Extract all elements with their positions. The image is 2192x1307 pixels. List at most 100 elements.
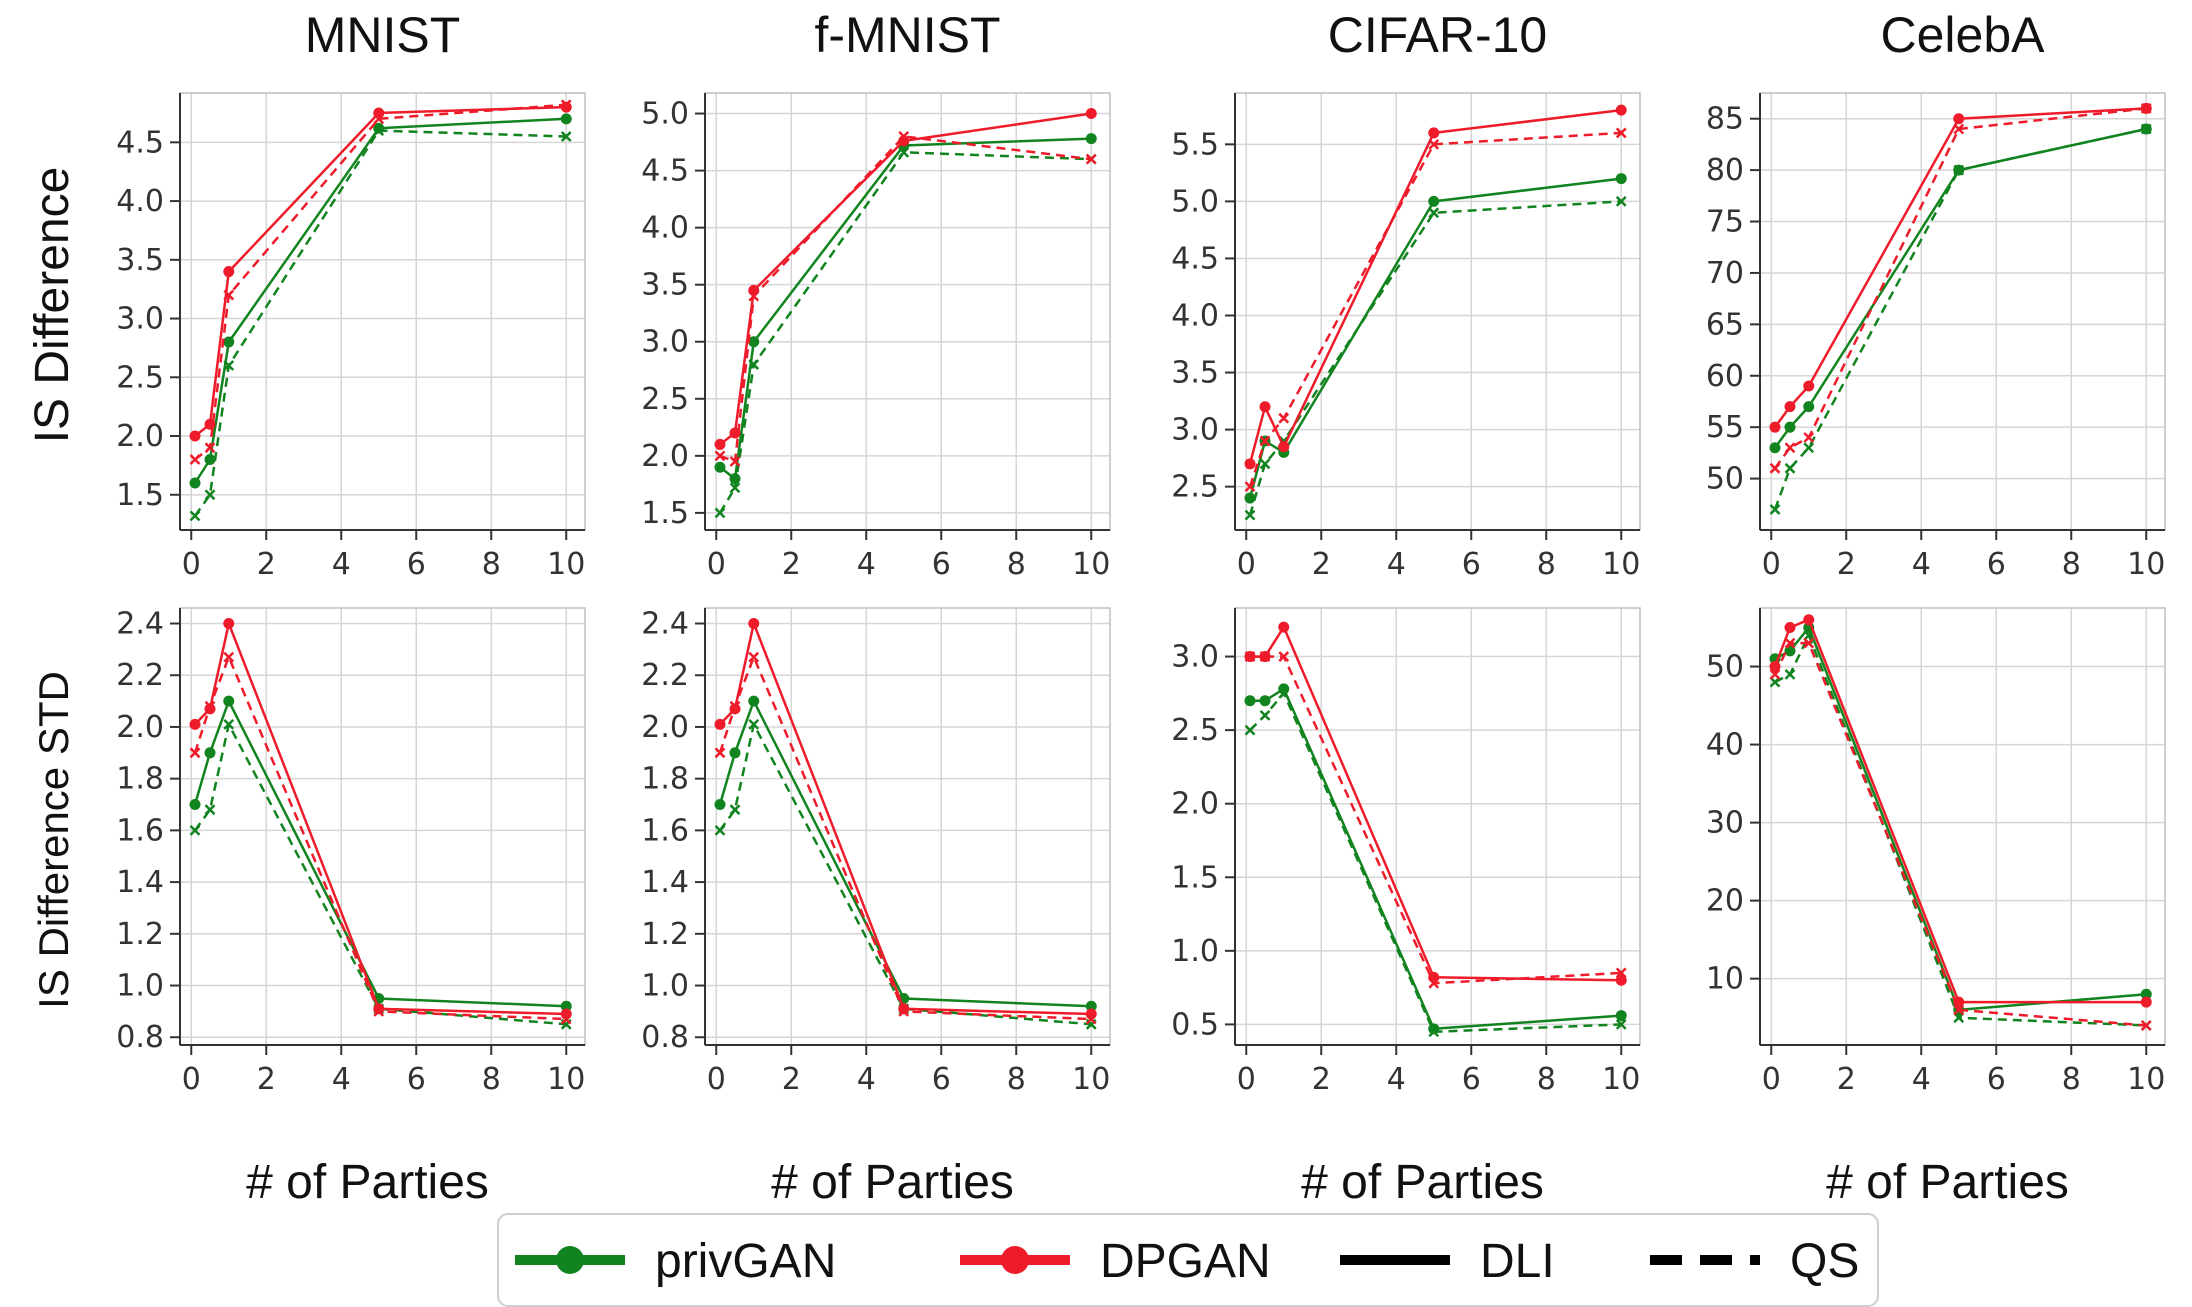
x-tick-label: 6 — [932, 1062, 951, 1097]
x-axis-label: # of Parties — [1826, 1156, 2069, 1209]
x-tick-label: 8 — [1537, 1062, 1556, 1097]
data-point-x-marker — [223, 718, 235, 730]
x-tick-label: 4 — [332, 547, 351, 582]
y-tick-label: 0.5 — [1171, 1007, 1219, 1042]
data-point-x-marker — [1769, 668, 1781, 680]
data-point-dot — [748, 284, 760, 296]
y-tick-label: 1.6 — [116, 813, 164, 848]
data-point-dot — [189, 799, 201, 811]
series-dpgan-qs — [714, 651, 1097, 1025]
data-point-dot — [204, 747, 216, 759]
plot-frame — [1234, 92, 1641, 531]
data-point-dot — [1085, 108, 1097, 120]
series-line — [1773, 127, 2147, 510]
panel-6: 0.5 1.0 1.5 2.0 2.5 3.0 0 2 4 6 8 10 — [1171, 607, 1641, 1097]
x-tick-label: 6 — [932, 547, 951, 582]
data-point-x-marker — [714, 747, 726, 759]
y-tick-label: 3.5 — [116, 243, 164, 278]
data-point-x-marker — [189, 510, 201, 522]
x-tick-label: 2 — [1837, 1062, 1856, 1097]
series-line — [1248, 108, 1622, 465]
series-line — [1248, 177, 1622, 499]
y-tick-label: 70 — [1706, 256, 1744, 291]
legend-item-privgan: privGAN — [515, 1235, 836, 1288]
data-point-dot — [1803, 401, 1815, 413]
data-point-x-marker — [898, 1005, 910, 1017]
data-point-x-marker — [729, 482, 741, 494]
data-point-dot — [1428, 127, 1440, 139]
y-tick-label: 5.5 — [1171, 127, 1219, 162]
y-tick-label: 40 — [1706, 728, 1744, 763]
data-point-dot — [189, 430, 201, 442]
legend-frame — [497, 1213, 1879, 1307]
series-dpgan-dli — [714, 618, 1097, 1020]
x-tick-label: 0 — [1237, 1062, 1256, 1097]
plot-frame — [179, 92, 586, 531]
data-point-dot — [1769, 442, 1781, 454]
legend-item-dli: DLI — [1340, 1235, 1555, 1288]
series-dpgan-qs — [189, 651, 572, 1025]
panel-4: 0.8 1.0 1.2 1.4 1.6 1.8 2.0 2.2 2.4 0 2 4 6 8 10 — [116, 607, 586, 1097]
legend-item-dpgan: DPGAN — [960, 1235, 1271, 1288]
data-point-x-marker — [189, 747, 201, 759]
panel-0: MNIST 1.5 2.0 2.5 3.0 3.5 4.0 4.5 0 2 4 6 8 10 — [116, 7, 586, 582]
x-tick-label: 0 — [1762, 547, 1781, 582]
series-dpgan-qs — [714, 130, 1097, 467]
data-point-dot — [1615, 1010, 1627, 1022]
x-tick-label: 4 — [1387, 547, 1406, 582]
data-point-x-marker — [204, 804, 216, 816]
series-dpgan-qs — [1769, 637, 2152, 1031]
x-axis-label: # of Parties — [771, 1156, 1014, 1209]
y-tick-label: 2.5 — [116, 360, 164, 395]
data-point-x-marker — [1615, 196, 1627, 207]
series-dpgan-dli — [189, 618, 572, 1020]
data-point-x-marker — [373, 1005, 385, 1017]
data-point-x-marker — [1803, 629, 1815, 641]
x-tick-label: 10 — [2127, 547, 2165, 582]
y-tick-label: 4.0 — [116, 184, 164, 219]
y-tick-label: 5.0 — [641, 97, 689, 132]
x-tick-label: 2 — [1312, 1062, 1331, 1097]
data-point-x-marker — [189, 454, 201, 465]
y-tick-label: 2.5 — [641, 382, 689, 417]
y-tick-label: 3.0 — [1171, 413, 1219, 448]
x-tick-label: 2 — [1312, 547, 1331, 582]
y-tick-label: 3.5 — [641, 268, 689, 303]
legend-label: privGAN — [655, 1235, 836, 1288]
y-tick-label: 1.4 — [116, 865, 164, 900]
series-privgan-dli — [1244, 173, 1627, 504]
series-line — [719, 137, 1092, 480]
y-tick-label: 3.5 — [1171, 356, 1219, 391]
x-tick-label: 8 — [1537, 547, 1556, 582]
data-point-dot — [748, 336, 760, 348]
data-point-x-marker — [1615, 1019, 1627, 1030]
series-line — [1773, 127, 2147, 449]
x-tick-label: 6 — [1987, 547, 2006, 582]
x-axis-label: # of Parties — [1301, 1156, 1544, 1209]
y-tick-label: 3.0 — [1171, 640, 1219, 675]
data-point-dot — [373, 107, 385, 119]
y-tick-label: 2.0 — [116, 419, 164, 454]
panel-title: CelebA — [1881, 7, 2046, 63]
data-point-x-marker — [560, 131, 572, 142]
x-tick-label: 10 — [1072, 547, 1110, 582]
data-point-dot — [729, 747, 741, 759]
panel-title: CIFAR-10 — [1328, 7, 1548, 63]
series-privgan-qs — [1244, 196, 1627, 521]
series-dpgan-dli — [1769, 614, 2152, 1008]
data-point-x-marker — [1615, 127, 1627, 139]
y-tick-label: 1.0 — [641, 969, 689, 1004]
data-point-x-marker — [189, 824, 201, 836]
series-privgan-qs — [1244, 687, 1627, 1038]
series-line — [194, 622, 567, 1016]
data-point-dot — [1769, 421, 1781, 433]
data-point-x-marker — [1428, 977, 1440, 989]
x-tick-label: 2 — [782, 1062, 801, 1097]
legend-swatch-dot — [556, 1246, 584, 1274]
x-tick-label: 10 — [1602, 547, 1640, 582]
data-point-dot — [1085, 133, 1097, 145]
data-point-dot — [1784, 421, 1796, 433]
data-point-x-marker — [373, 125, 385, 136]
data-point-x-marker — [223, 651, 235, 663]
